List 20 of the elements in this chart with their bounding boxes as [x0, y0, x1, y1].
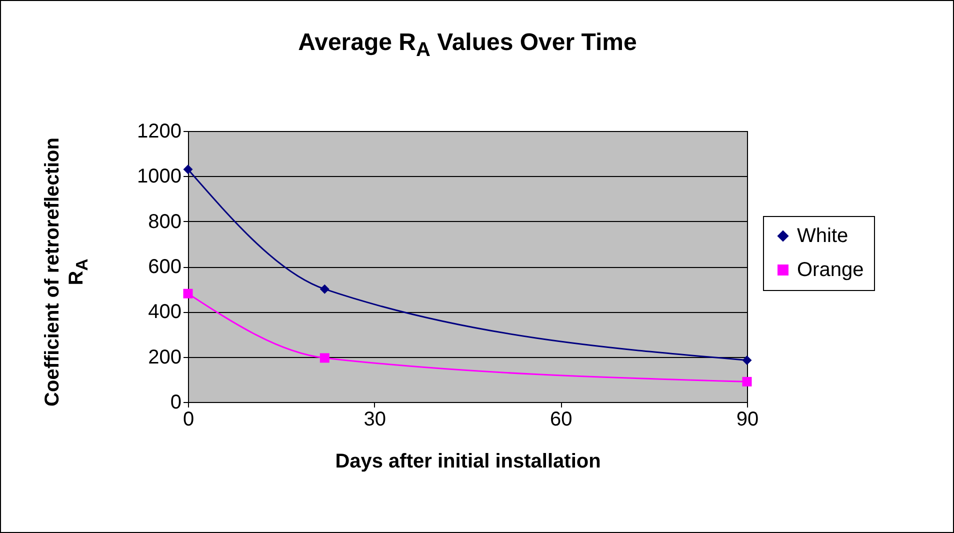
y-tick-label: 600	[148, 256, 182, 278]
legend-label: Orange	[797, 259, 864, 281]
y-tick-label: 800	[148, 210, 182, 233]
point	[183, 288, 193, 298]
x-axis-title: Days after initial installation	[335, 450, 601, 472]
y-tick-label: 0	[170, 392, 182, 414]
y-tick-label: 1000	[137, 166, 182, 188]
y-tick-label: 1200	[137, 120, 182, 142]
point	[183, 164, 193, 174]
y-tick-label: 200	[148, 346, 182, 368]
point	[320, 284, 330, 294]
x-tick-label: 30	[364, 408, 386, 430]
point	[320, 353, 330, 363]
chart-title: Average R$_{A}$ Values Over Time	[297, 29, 638, 62]
y-tick-label: 400	[148, 301, 182, 324]
point	[742, 355, 752, 365]
point	[742, 376, 752, 386]
x-tick-label: 90	[736, 408, 759, 430]
legend-label: White	[797, 225, 848, 247]
x-tick-label: 60	[550, 408, 572, 430]
